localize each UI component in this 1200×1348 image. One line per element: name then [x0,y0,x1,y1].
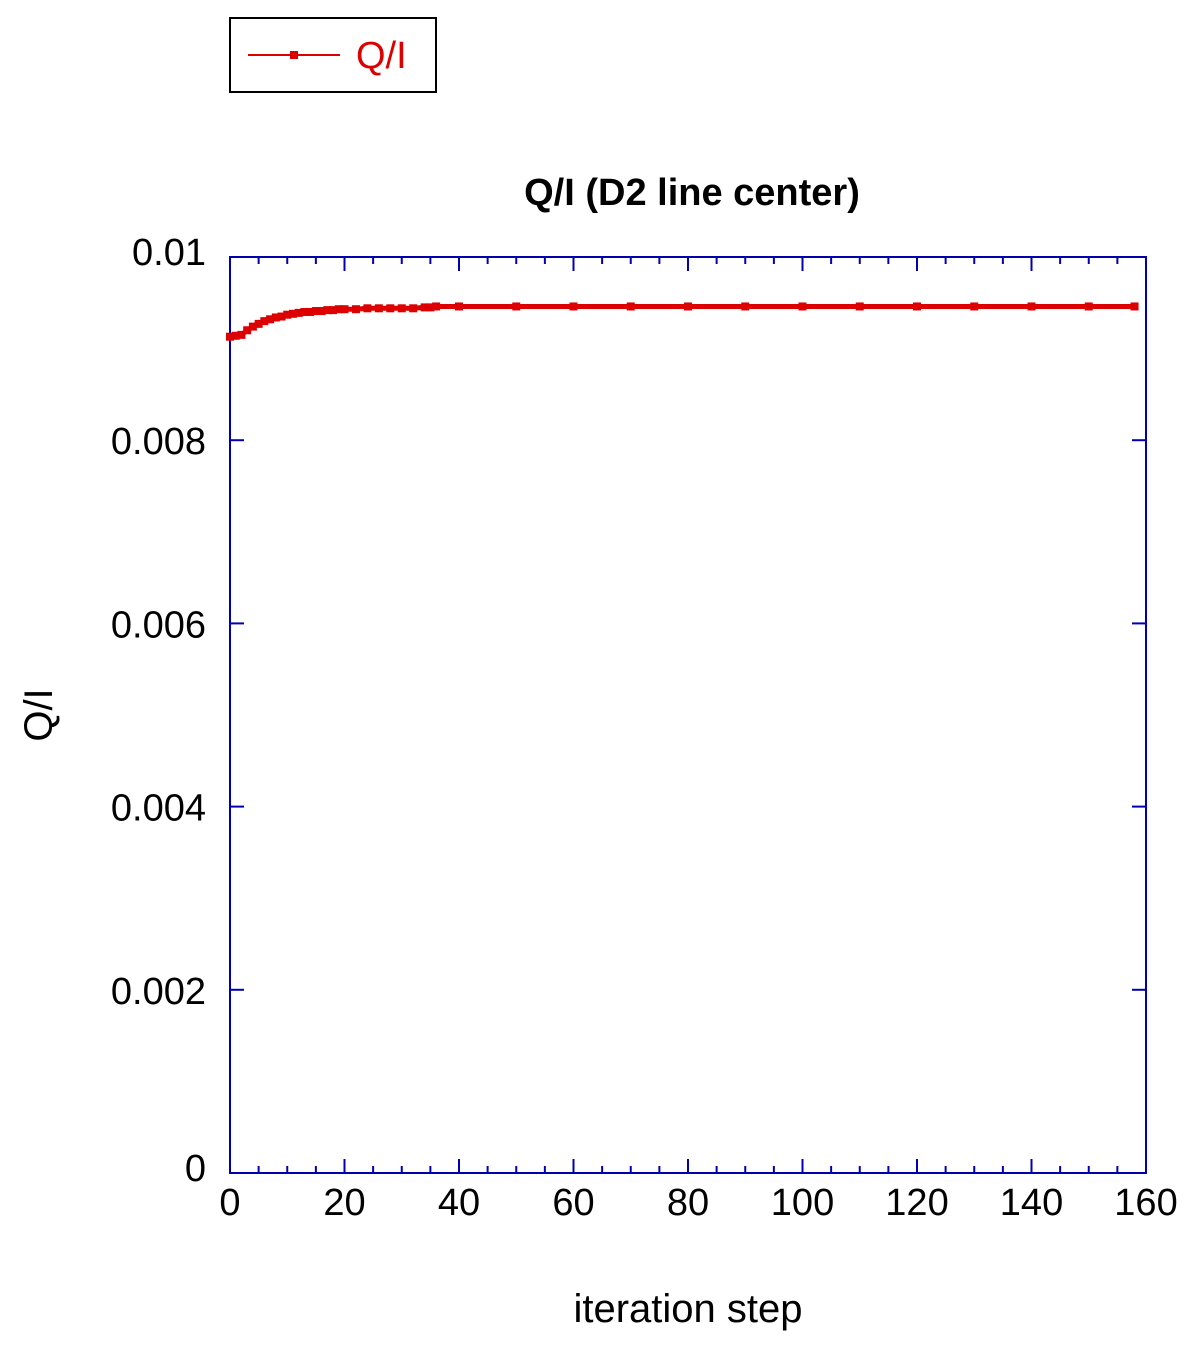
y-tick-label: 0.01 [132,232,206,274]
x-tick-label: 120 [885,1182,948,1224]
series-point [741,302,750,311]
series-point [1084,302,1093,311]
x-axis-label: iteration step [573,1287,802,1331]
series-point [277,312,286,321]
series-point [855,302,864,311]
series-point [329,306,338,315]
series-point [266,315,275,324]
y-tick-label: 0.004 [111,788,206,830]
x-tick-label: 40 [438,1182,480,1224]
series-point [798,302,807,311]
series-point [300,307,309,316]
x-tick-label: 140 [1000,1182,1063,1224]
x-tick-label: 80 [667,1182,709,1224]
series-point [626,302,635,311]
series-point [288,309,297,318]
series-point [409,304,418,313]
series-point [340,305,349,314]
series-point [306,307,315,316]
series-point [432,302,441,311]
legend: Q/I [229,17,437,93]
series-point [248,322,257,331]
series-point [684,302,692,311]
series-point [311,307,320,316]
series-point [294,308,303,317]
series-point [243,326,252,335]
series-point [271,313,280,322]
y-tick-label: 0.008 [111,421,206,463]
series-point [397,304,406,313]
x-tick-label: 60 [552,1182,594,1224]
series-point [1130,302,1139,311]
series-point [970,302,979,311]
plot-area-frame [229,256,1147,1174]
y-tick-label: 0.002 [111,971,206,1013]
x-tick-label: 160 [1114,1182,1177,1224]
x-axis-ticks: 0 20 40 60 80 100 120 140 160 [219,257,1178,1224]
series-point [226,332,234,341]
series-point [420,303,429,312]
series-point [455,302,463,311]
series-point [913,302,921,311]
legend-series-label: Q/I [356,35,407,77]
series-point [363,304,372,313]
x-tick-label: 100 [771,1182,834,1224]
series-point [374,304,383,313]
series-layer [226,302,1139,341]
series-point [260,317,269,326]
y-axis-label: Q/I [17,688,61,741]
x-tick-label: 20 [323,1182,365,1224]
series-point [237,330,246,339]
y-tick-label: 0 [185,1148,206,1190]
series-point [323,306,332,315]
series-point [569,302,578,311]
x-tick-label: 0 [219,1182,240,1224]
series-point [317,307,326,316]
series-point [254,319,263,328]
series-point [512,302,521,311]
series-point [351,305,360,314]
series-point [334,305,343,314]
series-point [426,303,435,312]
series-point [386,304,395,313]
series-point [283,310,292,319]
chart-title: Q/I (D2 line center) [524,172,860,214]
y-tick-label: 0.006 [111,604,206,646]
series-point [1027,302,1036,311]
series-point [231,331,240,340]
y-axis-ticks: 0 0.002 0.004 0.006 0.008 0.01 [111,232,1146,1190]
legend-series-marker [290,51,298,59]
